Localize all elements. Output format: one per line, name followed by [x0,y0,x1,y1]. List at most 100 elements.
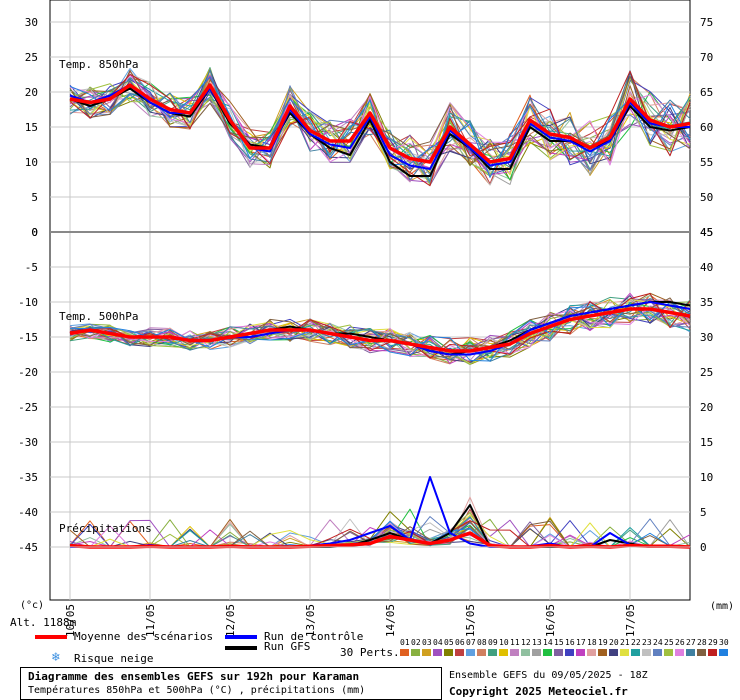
legend-mean-swatch [35,635,67,639]
pert-number: 26 [675,638,685,647]
legend-control-label: Run de contrôle [264,630,364,643]
pert-number: 23 [642,638,652,647]
pert-color-swatch [686,649,695,656]
pert-number: 02 [411,638,421,647]
pert-color-swatch [576,649,585,656]
y-tick-left: 25 [25,51,38,64]
pert-color-swatch [532,649,541,656]
y-tick-right: 60 [700,121,713,134]
copyright: Copyright 2025 Meteociel.fr [449,685,628,698]
x-tick-label: 13/05 [304,604,317,637]
x-tick-label: 15/05 [464,604,477,637]
pert-color-swatch [400,649,409,656]
y-tick-left: -25 [18,401,38,414]
y-tick-left: -5 [25,261,38,274]
pert-number: 27 [686,638,696,647]
ensemble-member-line [69,301,691,362]
pert-color-swatch [609,649,618,656]
pert-color-swatch [521,649,530,656]
pert-color-swatch [488,649,497,656]
pert-color-swatch [631,649,640,656]
pert-number: 07 [466,638,476,647]
y-tick-left: -15 [18,331,38,344]
pert-color-swatch [510,649,519,656]
pert-color-swatch [554,649,563,656]
x-tick-label: 16/05 [544,604,557,637]
pert-color-swatch [543,649,552,656]
y-tick-right: 20 [700,401,713,414]
ensemble-member-line [69,298,691,358]
y-tick-right: 40 [700,261,713,274]
mean-line [69,307,691,353]
pert-color-swatch [422,649,431,656]
y-tick-right: 55 [700,156,713,169]
y-tick-right: 45 [700,226,713,239]
y-tick-left: 10 [25,156,38,169]
pert-color-swatch [642,649,651,656]
y-tick-right: 15 [700,436,713,449]
pert-number: 11 [510,638,520,647]
pert-number: 25 [664,638,674,647]
legend-gfs-swatch [225,646,257,650]
pert-number: 05 [444,638,454,647]
pert-color-swatch [697,649,706,656]
y-tick-right: 70 [700,51,713,64]
right-unit: (mm) [710,601,735,612]
y-tick-right: 30 [700,331,713,344]
y-tick-left: -45 [18,541,38,554]
y-tick-right: 75 [700,16,713,29]
x-tick-label: 12/05 [224,604,237,637]
legend-control-swatch [225,635,257,639]
pert-color-swatch [675,649,684,656]
y-tick-left: -30 [18,436,38,449]
pert-number: 18 [587,638,597,647]
pert-number: 30 [719,638,729,647]
pert-color-swatch [708,649,717,656]
panel-label-precip: Précipitations [59,522,152,535]
legend-mean-label: Moyenne des scénarios [74,630,214,643]
pert-color-swatch [620,649,629,656]
pert-color-swatch [664,649,673,656]
pert-number: 10 [499,638,509,647]
pert-number: 13 [532,638,542,647]
pert-color-swatch [411,649,420,656]
pert-number: 08 [477,638,487,647]
pert-color-swatch [719,649,728,656]
y-tick-right: 5 [700,506,707,519]
pert-number: 24 [653,638,663,647]
ensemble-member-line [69,299,691,365]
y-tick-right: 45 [700,226,713,239]
pert-number: 15 [554,638,564,647]
footer-subtitle: Températures 850hPa et 500hPa (°C) , pré… [28,685,366,696]
y-tick-right: 35 [700,296,713,309]
y-tick-right: 25 [700,366,713,379]
y-tick-left: -35 [18,471,38,484]
pert-color-swatch [433,649,442,656]
y-tick-left: 20 [25,86,38,99]
left-unit: (°c) [20,600,45,611]
mean-line [69,83,691,164]
y-tick-right: 0 [700,541,707,554]
pert-color-swatch [499,649,508,656]
y-tick-left: 15 [25,121,38,134]
panel-label-500: Temp. 500hPa [59,310,139,323]
pert-color-swatch [587,649,596,656]
pert-number: 16 [565,638,575,647]
pert-color-swatch [653,649,662,656]
x-tick-label: 11/05 [144,604,157,637]
pert-number: 09 [488,638,498,647]
pert-number: 22 [631,638,641,647]
panel-label-850: Temp. 850hPa [59,58,139,71]
altitude-label: Alt. 1188m [10,616,77,629]
y-tick-right: 65 [700,86,713,99]
ensemble-member-line [69,74,691,166]
pert-color-swatch [466,649,475,656]
x-tick-label: 10/05 [64,604,77,637]
pert-number: 28 [697,638,707,647]
pert-color-swatch [477,649,486,656]
y-tick-left: 0 [31,226,38,239]
pert-color-swatch [598,649,607,656]
legend-perts-label: 30 Perts. [340,646,400,659]
snowflake-icon: ❄ [52,650,60,665]
